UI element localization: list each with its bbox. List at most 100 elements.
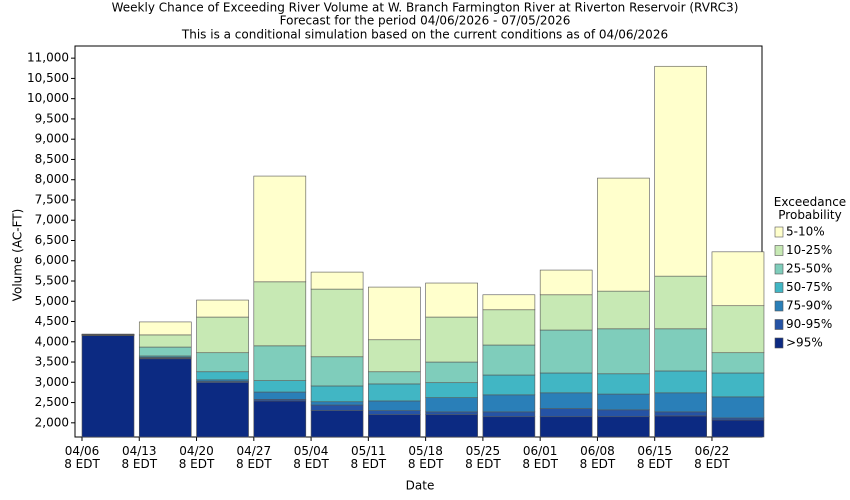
bar-segment: [597, 328, 650, 375]
bar-segment: [482, 309, 536, 346]
x-tick-label: 04/27 8 EDT: [236, 444, 272, 471]
bar-segment: [654, 65, 708, 277]
bar-segment: [138, 358, 192, 438]
bar-segment: [310, 410, 364, 438]
bar-segment: [711, 251, 765, 307]
x-tick-label: 04/13 8 EDT: [121, 444, 157, 471]
bar-segment: [368, 383, 421, 402]
y-tick-label: 6,000: [35, 253, 69, 267]
chart-subtitle: Forecast for the period 04/06/2026 - 07/…: [280, 14, 571, 28]
x-tick-label: 05/11 8 EDT: [351, 444, 387, 471]
legend-label: 50-75%: [786, 280, 832, 294]
bar-segment: [368, 414, 421, 438]
bar-segment: [482, 374, 536, 396]
y-tick-label: 3,000: [35, 375, 69, 389]
y-tick-label: 5,500: [35, 274, 69, 288]
y-tick-label: 4,000: [35, 334, 69, 348]
x-tick-label: 05/18 8 EDT: [408, 444, 444, 471]
bar-segment: [425, 282, 478, 318]
bar-segment: [539, 294, 593, 331]
bar-segment: [654, 370, 708, 394]
bar-segment: [425, 397, 478, 413]
bar-segment: [425, 411, 478, 416]
bar-segment: [597, 177, 650, 292]
bar-segment: [539, 269, 593, 296]
bar-segment: [654, 415, 708, 438]
bar-segment: [597, 416, 650, 438]
y-axis-label: Volume (AC-FT): [11, 209, 25, 302]
bar-segment: [482, 294, 536, 311]
y-tick-label: 11,000: [27, 51, 69, 65]
bar-segment: [310, 401, 364, 406]
bar-segment: [138, 334, 192, 348]
x-tick-label: 05/25 8 EDT: [465, 444, 501, 471]
x-tick-label: 04/20 8 EDT: [179, 444, 215, 471]
bar-segment: [253, 281, 307, 347]
bar-segment: [539, 372, 593, 394]
bar-segment: [654, 275, 708, 330]
legend-swatch: [774, 263, 784, 275]
chart-subtitle: This is a conditional simulation based o…: [181, 28, 668, 42]
x-tick-label: 06/08 8 EDT: [580, 444, 616, 471]
y-tick-label: 10,500: [27, 71, 69, 85]
legend-swatch: [774, 226, 784, 238]
bar-segment: [368, 339, 421, 373]
bar-segment: [368, 400, 421, 411]
y-tick-label: 10,000: [27, 91, 69, 105]
bar-segment: [253, 391, 307, 400]
bar-segment: [597, 373, 650, 395]
bar-segment: [368, 371, 421, 385]
y-tick-label: 8,000: [35, 172, 69, 186]
bar-segment: [597, 409, 650, 418]
x-tick-label: 05/04 8 EDT: [293, 444, 329, 471]
x-tick-label: 06/01 8 EDT: [522, 444, 558, 471]
legend-label: 25-50%: [786, 262, 832, 276]
bar-segment: [310, 271, 364, 290]
y-tick-label: 7,500: [35, 192, 69, 206]
bar-segment: [138, 346, 192, 357]
y-tick-label: 5,000: [35, 294, 69, 308]
y-tick-label: 8,500: [35, 152, 69, 166]
bar-segment: [425, 414, 478, 438]
chart-title: Weekly Chance of Exceeding River Volume …: [112, 1, 739, 15]
bar-segment: [253, 380, 307, 393]
y-tick-label: 3,500: [35, 355, 69, 369]
bar-segment: [196, 316, 249, 354]
bar-segment: [253, 400, 307, 438]
bar-segment: [196, 299, 249, 318]
bar-segment: [482, 344, 536, 376]
bar-segment: [196, 352, 249, 373]
bar-segment: [196, 382, 249, 438]
bar-segment: [368, 286, 421, 341]
bar-segment: [654, 392, 708, 413]
bar-segment: [425, 316, 478, 363]
legend-label: >95%: [786, 336, 823, 350]
bar-segment: [654, 411, 708, 417]
bar-segment: [597, 290, 650, 330]
legend-label: 5-10%: [786, 225, 825, 239]
legend-label: 75-90%: [786, 299, 832, 313]
x-axis-label: Date: [406, 479, 435, 493]
y-tick-label: 2,000: [35, 415, 69, 429]
bar-segment: [310, 404, 364, 411]
bar-segment: [539, 416, 593, 438]
bar-segment: [425, 361, 478, 384]
bar-segment: [482, 394, 536, 413]
x-tick-label: 06/22 8 EDT: [694, 444, 730, 471]
bar-segment: [81, 335, 135, 438]
legend-swatch: [774, 300, 784, 312]
bar-segment: [711, 417, 765, 421]
bar-segment: [711, 372, 765, 398]
legend-swatch: [774, 319, 784, 330]
bar-segment: [654, 328, 708, 372]
bar-segment: [196, 371, 249, 381]
bar-segment: [253, 175, 307, 283]
bar-segment: [711, 396, 765, 419]
bar-segment: [310, 385, 364, 403]
y-tick-label: 9,000: [35, 132, 69, 146]
bar-segment: [310, 288, 364, 358]
x-tick-label: 06/15 8 EDT: [637, 444, 673, 471]
legend-label: 10-25%: [786, 243, 832, 257]
legend-title: Exceedance Probability: [774, 195, 846, 222]
